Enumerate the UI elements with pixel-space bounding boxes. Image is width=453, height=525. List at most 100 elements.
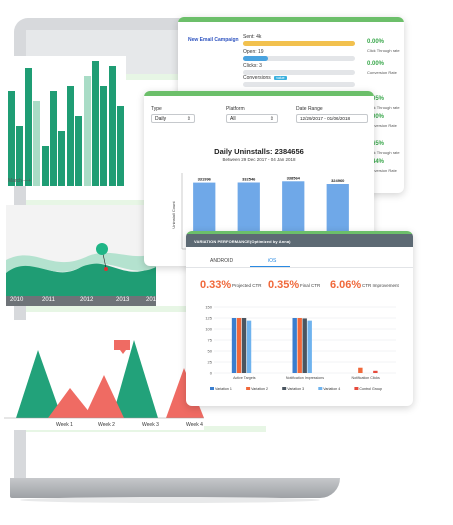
laptop-base [10,478,340,498]
stat-bar-open [243,56,355,61]
background-bar [92,61,99,186]
variation-bar [246,320,252,373]
stat-bar-conversions [243,82,355,87]
uninstalls-chart-title: Daily Uninstalls: 2384656 [214,147,304,156]
rate-value: 0.00% [367,61,385,67]
rate-label: Click Through rate [367,105,400,110]
callout-flag [114,340,130,350]
triangle-mark [112,340,158,418]
bar-data-label: 338564 [287,175,301,180]
conversions-badge: value [274,76,287,80]
tab-android[interactable]: ANDROID [210,258,234,264]
final-ctr-value: 0.35% [268,279,300,291]
rate-label: Click Through rate [367,48,400,53]
variation-bar [297,318,302,373]
week-label: Week 3 [142,422,159,428]
week-label: Week 1 [56,422,73,428]
uninstalls-chart-subtitle: Between 29 Dec 2017 - 04 Jan 2018 [222,157,296,162]
tabs-divider [186,267,413,268]
legend-swatch [282,387,287,390]
x-category-label: Notification Clicks [351,376,380,380]
variation-bar [358,367,363,373]
year-axis: 2010 2011 2012 2013 2014 [6,296,160,306]
rate-value: 4.65% [367,141,385,147]
rate-label: Conversion Rate [367,70,397,75]
background-bar [58,131,66,186]
variation-bar [236,318,242,373]
rate-value: 0.00% [367,39,385,45]
background-bar [117,106,125,186]
background-bar [75,116,83,186]
campaign-title[interactable]: New Email Campaign [188,37,239,43]
stat-bar-clicks [243,70,355,75]
legend-swatch [318,387,323,390]
background-bar [108,66,116,186]
background-bar [50,91,57,186]
variation-bar [241,318,247,373]
year-label: 2012 [80,297,94,303]
legend-label: Variation 1 [215,387,232,391]
tab-ios[interactable]: iOS [268,258,277,264]
stat-label-open: Open: 19 [243,49,264,55]
rate-label: Click Through rate [367,150,400,155]
week-label: Week 2 [98,422,115,428]
stat-bar-sent [243,41,355,46]
y-tick-label: 25 [208,360,213,365]
legend-label: Variation 4 [323,387,340,391]
date-range-picker[interactable]: 12/29/2017 - 01/06/2018 [296,114,368,123]
year-label: 2014 [146,297,160,303]
background-bar [100,86,108,186]
y-tick-label: 75 [208,338,213,343]
legend-label: Variation 3 [287,387,304,391]
conversions-text: Conversions [243,75,271,81]
wave-marker-dot [96,243,108,255]
legend-label: Control Group [359,387,382,391]
variation-bar [302,318,307,373]
type-select[interactable]: Daily ⇕ [151,114,195,123]
background-bar [33,101,41,186]
bar-data-label: 324960 [331,178,345,183]
triangle-mark [16,350,62,418]
y-tick-label: 0 [210,371,213,376]
legend-swatch [246,387,251,390]
year-label: 2010 [10,297,24,303]
x-category-label: Notification Impressions [286,376,324,380]
legend-swatch [354,387,359,390]
bar-data-label: 332546 [242,176,256,181]
card-accent-bar [186,231,413,234]
variation-bar [307,320,312,373]
y-tick-label: 125 [205,316,212,321]
background-bar [24,68,32,186]
bar-data-label: 331996 [198,177,212,182]
ctr-improvement-label: CTR Improvement [362,283,399,288]
background-bar [41,146,49,186]
chevron-updown-icon: ⇕ [186,116,191,122]
rate-label: Conversion Rate [367,123,397,128]
type-label: Type [151,106,162,112]
projected-ctr-label: Projected CTR [232,283,262,288]
stat-label-sent: Sent: 4k [243,34,262,40]
platform-select-value: All [230,116,236,122]
chevron-updown-icon: ⇕ [269,116,274,122]
active-tab-underline [250,266,290,267]
background-bar [16,126,24,186]
year-label: 2011 [42,297,55,303]
stat-bar-fill [243,56,268,61]
triangle-mark [48,388,94,418]
card-accent-bar [144,91,374,96]
month-label: March —+ [8,178,32,184]
platform-select[interactable]: All ⇕ [226,114,278,123]
background-triangle-chart [4,320,204,430]
year-label: 2013 [116,297,130,303]
date-range-label: Date Range [296,106,323,112]
y-tick-label: 100 [205,327,212,332]
callout-flag-tip [120,350,126,354]
y-axis-label: Uninstall Count [171,201,176,229]
triangle-mark [84,375,124,418]
stat-label-clicks: Clicks: 3 [243,63,262,69]
variation-bar [231,318,237,373]
legend-swatch [210,387,214,390]
week-label: Week 4 [186,422,203,428]
variation-bar [373,370,378,373]
stat-label-conversions: Conversions value [243,75,287,81]
